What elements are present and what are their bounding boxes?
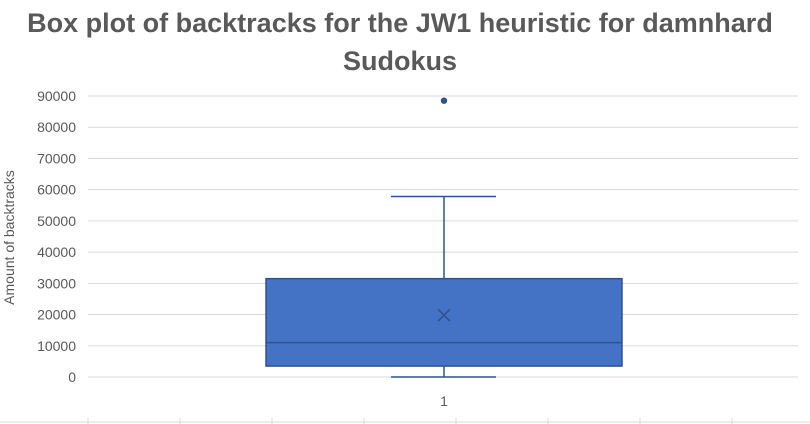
box-plot-marks	[265, 97, 623, 378]
y-tick-label-60000: 60000	[37, 182, 76, 198]
y-tick-label-90000: 90000	[37, 88, 76, 104]
chart-title-line-1: Box plot of backtracks for the JW1 heuri…	[27, 8, 773, 38]
chart-bottom-frame	[0, 418, 810, 424]
y-tick-label-30000: 30000	[37, 275, 76, 291]
mean-marker-stroke-2	[437, 308, 451, 322]
y-axis-label: Amount of backtracks	[1, 170, 17, 305]
chart-title-line-2: Sudokus	[342, 46, 457, 76]
chart-title: Box plot of backtracks for the JW1 heuri…	[0, 4, 800, 80]
mean-marker	[437, 308, 451, 322]
y-axis-tick-labels: 0 10000 20000 30000 40000 50000 60000 70000 8000…	[37, 88, 76, 385]
y-tick-label-80000: 80000	[37, 119, 76, 135]
x-tick-label-1: 1	[440, 393, 448, 409]
y-tick-label-40000: 40000	[37, 244, 76, 260]
x-axis-tick-labels: 1	[440, 393, 448, 409]
y-tick-label-70000: 70000	[37, 150, 76, 166]
interquartile-box	[265, 277, 623, 367]
y-tick-label-0: 0	[68, 369, 76, 385]
y-tick-label-10000: 10000	[37, 338, 76, 354]
y-tick-label-50000: 50000	[37, 213, 76, 229]
outlier-point-0	[440, 97, 448, 104]
y-tick-label-20000: 20000	[37, 307, 76, 323]
